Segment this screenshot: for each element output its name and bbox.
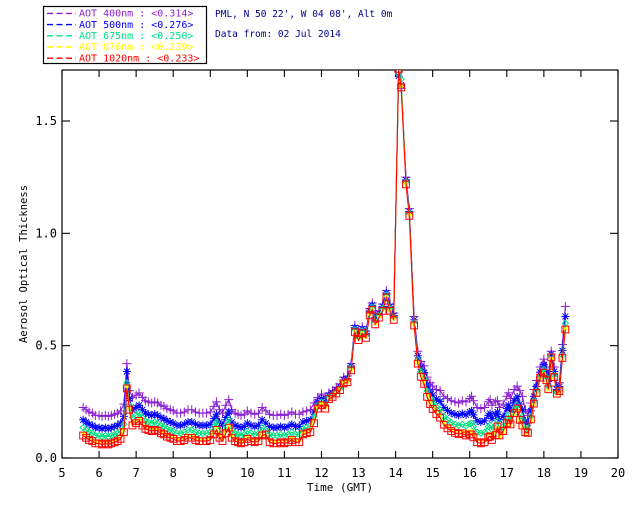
y-tick-label: 1.0 bbox=[35, 226, 57, 240]
series-line-AOT500nm bbox=[82, 75, 566, 430]
x-tick-label: 9 bbox=[207, 466, 214, 480]
x-tick-label: 10 bbox=[240, 466, 254, 480]
x-tick-label: 6 bbox=[95, 466, 102, 480]
x-tick-label: 8 bbox=[170, 466, 177, 480]
x-tick-label: 5 bbox=[58, 466, 65, 480]
series-markers-AOT675nm bbox=[79, 70, 570, 441]
x-tick-label: 15 bbox=[425, 466, 439, 480]
x-tick-label: 12 bbox=[314, 466, 328, 480]
x-tick-label: 14 bbox=[388, 466, 402, 480]
legend-entry-label: AOT 1020nm : <0.233> bbox=[79, 53, 199, 64]
plot-frame bbox=[61, 69, 619, 459]
x-tick-label: 11 bbox=[277, 466, 291, 480]
series-markers-AOT870nm bbox=[81, 70, 568, 445]
series-line-AOT400nm bbox=[82, 71, 566, 417]
y-tick-label: 0.5 bbox=[35, 339, 57, 353]
x-tick-label: 16 bbox=[463, 466, 477, 480]
station-title: PML, N 50 22', W 04 08', Alt 0m bbox=[215, 9, 393, 20]
x-tick-label: 20 bbox=[611, 466, 625, 480]
series-line-AOT870nm bbox=[82, 71, 566, 443]
legend-entry-label: AOT 870nm : <0.239> bbox=[79, 42, 193, 53]
x-tick-label: 19 bbox=[574, 466, 588, 480]
axis-tick-labels: 5 6 7 8 9 10 11 12 13 14 15 16 17 18 19 20 0.0 0.5 1.0 1.5 bbox=[35, 114, 625, 480]
x-tick-label: 13 bbox=[351, 466, 365, 480]
series-markers-AOT400nm bbox=[78, 70, 570, 421]
series-markers-AOT1020nm bbox=[79, 70, 570, 449]
y-tick-label: 0.0 bbox=[35, 451, 57, 465]
x-axis-label: Time (GMT) bbox=[307, 481, 373, 494]
legend-entry-label: AOT 400nm : <0.314> bbox=[79, 9, 193, 20]
series-layer bbox=[78, 70, 570, 449]
legend-frame bbox=[42, 5, 208, 65]
y-axis-label: Aerosol Optical Thickness bbox=[18, 185, 30, 343]
axis-ticks bbox=[61, 70, 619, 459]
legend-entry-label: AOT 675nm : <0.250> bbox=[79, 31, 193, 42]
x-tick-label: 7 bbox=[133, 466, 140, 480]
date-title: Data from: 02 Jul 2014 bbox=[215, 29, 341, 40]
legend-box: AOT 400nm : <0.314>AOT 500nm : <0.276>AO… bbox=[42, 5, 208, 65]
series-markers-AOT500nm bbox=[79, 72, 570, 433]
series-line-AOT1020nm bbox=[82, 70, 566, 446]
x-tick-label: 18 bbox=[537, 466, 551, 480]
series-line-AOT675nm bbox=[82, 73, 566, 438]
legend-entry-label: AOT 500nm : <0.276> bbox=[79, 20, 193, 31]
x-tick-label: 17 bbox=[500, 466, 514, 480]
y-tick-label: 1.5 bbox=[35, 114, 57, 128]
